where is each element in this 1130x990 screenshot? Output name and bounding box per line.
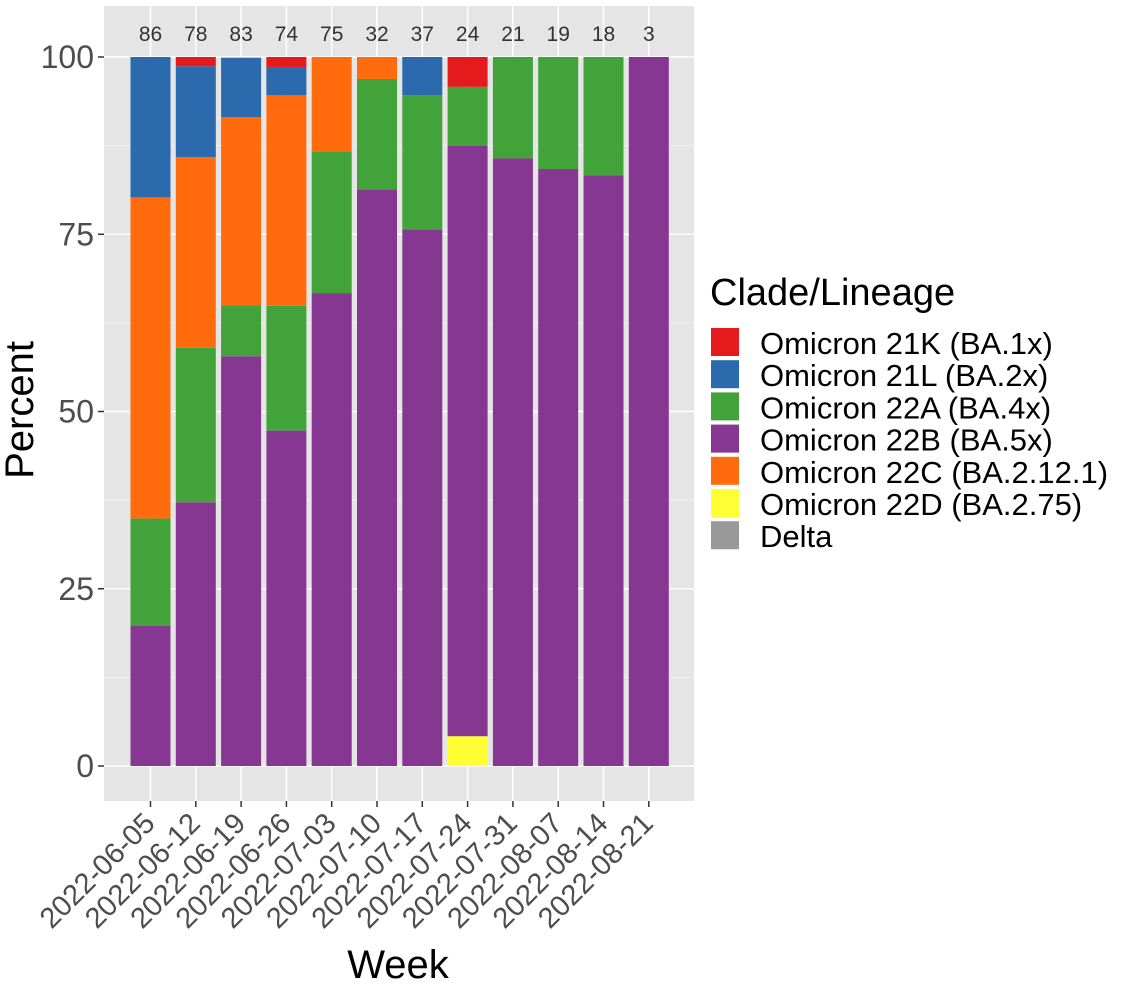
count-label: 78 — [184, 23, 207, 46]
bar-segment — [266, 66, 307, 96]
count-label: 18 — [592, 23, 615, 46]
count-label: 21 — [501, 23, 524, 46]
bar-segment — [175, 156, 216, 348]
count-label: 74 — [275, 23, 299, 46]
bar-segment — [492, 57, 533, 159]
bar-segment — [266, 57, 307, 67]
bar-segment — [130, 57, 171, 198]
count-label: 32 — [365, 23, 388, 46]
bar-segment — [538, 169, 579, 767]
y-tick-label: 25 — [58, 571, 94, 607]
count-label: 24 — [456, 23, 480, 46]
legend-title: Clade/Lineage — [710, 272, 955, 314]
legend-label: Omicron 22A (BA.4x) — [760, 390, 1051, 425]
y-tick-label: 50 — [58, 394, 94, 430]
legend-label: Omicron 21L (BA.2x) — [760, 358, 1048, 393]
bar-segment — [402, 57, 443, 96]
count-label: 83 — [229, 23, 252, 46]
bar-segment — [357, 78, 397, 190]
legend-label: Omicron 22D (BA.2.75) — [760, 487, 1082, 522]
bar-segment — [311, 57, 352, 152]
bar-segment — [266, 430, 307, 766]
legend-key — [711, 392, 739, 421]
y-tick-label: 0 — [76, 748, 94, 784]
bar-segment — [221, 356, 262, 766]
y-axis-title: Percent — [0, 341, 42, 479]
bar-segment — [221, 305, 262, 357]
bar-segment — [175, 57, 216, 67]
bars — [130, 57, 669, 767]
bar-segment — [266, 95, 307, 306]
count-label: 37 — [411, 23, 434, 46]
count-label: 75 — [320, 23, 343, 46]
bar-segment — [402, 95, 443, 230]
bar-segment — [175, 502, 216, 766]
bar-segment — [447, 736, 488, 766]
legend-key — [711, 328, 739, 356]
y-tick-label: 75 — [58, 216, 94, 252]
bar-segment — [130, 625, 171, 766]
bar-segment — [175, 66, 216, 157]
count-label: 86 — [139, 23, 162, 46]
bar-segment — [130, 518, 171, 626]
bar-segment — [311, 151, 352, 294]
bar-segment — [447, 86, 488, 146]
x-axis: 2022-06-052022-06-122022-06-192022-06-26… — [34, 801, 660, 935]
bar-count-labels: 86 78 83 74 75 32 37 24 21 19 18 3 — [139, 23, 655, 46]
legend-label: Omicron 22C (BA.2.12.1) — [760, 455, 1108, 490]
legend-label: Omicron 22B (BA.5x) — [760, 423, 1053, 458]
bar-segment — [447, 57, 488, 87]
bar-segment — [221, 57, 262, 118]
x-axis-title: Week — [347, 943, 450, 987]
legend-key — [711, 489, 739, 517]
y-axis: 0 25 50 75 100 — [41, 39, 104, 784]
bar-segment — [311, 293, 352, 766]
bar-segment — [447, 145, 488, 737]
legend-key — [711, 424, 739, 453]
bar-segment — [583, 175, 624, 766]
legend: Clade/Lineage Omicron 21K (BA.1x)Omicron… — [710, 272, 1108, 554]
legend-key — [711, 360, 739, 389]
legend-key — [711, 521, 739, 550]
legend-label: Omicron 21K (BA.1x) — [760, 326, 1053, 361]
legend-key — [711, 456, 739, 485]
bar-segment — [266, 305, 307, 431]
bar-segment — [357, 57, 397, 79]
bar-segment — [402, 229, 443, 767]
count-label: 3 — [643, 23, 655, 46]
bar-segment — [538, 57, 579, 170]
bar-segment — [221, 117, 262, 306]
bar-segment — [175, 347, 216, 503]
bar-segment — [130, 197, 171, 519]
bar-segment — [357, 189, 397, 766]
legend-label: Delta — [760, 519, 833, 554]
y-tick-label: 100 — [41, 39, 94, 75]
bar-segment — [492, 158, 533, 767]
count-label: 19 — [547, 23, 570, 46]
bar-segment — [583, 57, 624, 176]
bar-segment — [628, 57, 669, 766]
